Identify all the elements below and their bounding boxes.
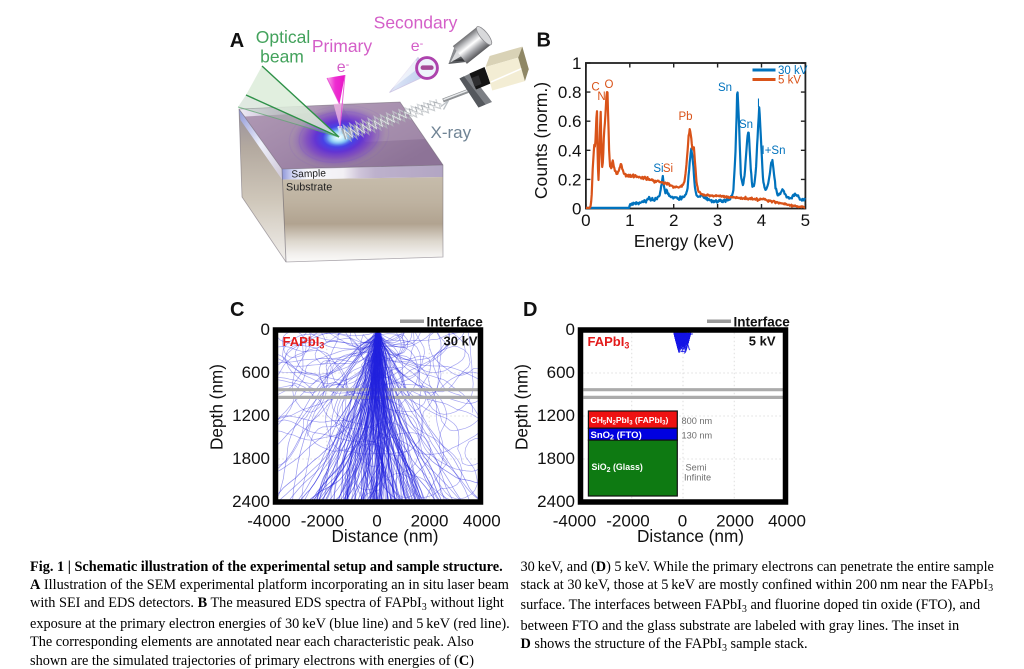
svg-text:N: N [597, 91, 605, 103]
svg-text:Interface: Interface [734, 315, 791, 330]
svg-text:Counts (norm.): Counts (norm.) [531, 82, 551, 199]
svg-text:2400: 2400 [537, 492, 575, 511]
svg-text:SnO2 (FTO): SnO2 (FTO) [591, 430, 642, 442]
svg-text:O: O [605, 79, 614, 91]
svg-text:1: 1 [625, 211, 634, 230]
svg-text:2000: 2000 [411, 512, 449, 531]
svg-text:-4000: -4000 [247, 512, 290, 531]
svg-text:beam: beam [260, 47, 304, 67]
svg-text:FAPbI3: FAPbI3 [283, 334, 325, 351]
svg-text:SiO2 (Glass): SiO2 (Glass) [592, 462, 643, 474]
svg-text:Depth (nm): Depth (nm) [207, 364, 227, 450]
svg-text:Sn: Sn [739, 119, 753, 131]
svg-text:0: 0 [572, 200, 581, 219]
svg-text:Optical: Optical [256, 27, 310, 47]
svg-text:I+Sn: I+Sn [762, 145, 786, 157]
svg-text:Energy (keV): Energy (keV) [634, 231, 734, 251]
svg-text:Substrate: Substrate [286, 182, 332, 194]
svg-text:600: 600 [242, 363, 270, 382]
svg-text:0.8: 0.8 [558, 83, 582, 102]
svg-text:1200: 1200 [537, 406, 575, 425]
svg-text:0.2: 0.2 [558, 170, 582, 189]
svg-text:0.6: 0.6 [558, 112, 582, 131]
svg-text:5 kV: 5 kV [778, 75, 801, 87]
svg-text:B: B [537, 30, 551, 52]
svg-text:0.4: 0.4 [558, 141, 582, 160]
svg-text:Depth (nm): Depth (nm) [512, 364, 532, 450]
svg-text:Si: Si [663, 163, 673, 175]
svg-text:C: C [591, 82, 599, 94]
svg-text:CH5N2PbI3 (FAPbI3): CH5N2PbI3 (FAPbI3) [591, 415, 669, 427]
svg-text:Pb: Pb [678, 111, 692, 123]
svg-text:0: 0 [566, 320, 575, 339]
svg-text:e-: e- [337, 59, 350, 76]
svg-text:4: 4 [757, 211, 766, 230]
svg-text:1: 1 [572, 54, 581, 73]
svg-text:0: 0 [372, 512, 381, 531]
svg-text:A: A [230, 30, 244, 52]
svg-text:600: 600 [547, 363, 575, 382]
svg-text:30 kV: 30 kV [444, 334, 478, 349]
svg-text:130 nm: 130 nm [682, 431, 713, 441]
svg-text:0: 0 [261, 320, 270, 339]
svg-text:Si: Si [653, 163, 663, 175]
svg-text:-2000: -2000 [606, 512, 649, 531]
svg-text:Primary: Primary [312, 36, 373, 56]
svg-text:2: 2 [669, 211, 678, 230]
svg-text:0: 0 [581, 211, 590, 230]
svg-text:Interface: Interface [427, 315, 484, 330]
svg-text:30 kV: 30 kV [778, 65, 808, 77]
svg-text:Sn: Sn [718, 82, 732, 94]
svg-text:4000: 4000 [463, 512, 501, 531]
svg-text:2400: 2400 [232, 492, 270, 511]
svg-text:0: 0 [678, 512, 687, 531]
svg-text:-4000: -4000 [553, 512, 596, 531]
svg-text:3: 3 [713, 211, 722, 230]
svg-text:D: D [523, 299, 537, 321]
svg-text:1200: 1200 [232, 406, 270, 425]
svg-text:Sample: Sample [291, 168, 326, 180]
svg-text:800 nm: 800 nm [682, 416, 713, 426]
svg-text:1800: 1800 [537, 449, 575, 468]
svg-text:Distance (nm): Distance (nm) [637, 526, 744, 546]
svg-text:Semi: Semi [686, 463, 707, 473]
svg-text:5 kV: 5 kV [749, 334, 776, 349]
svg-text:FAPbI3: FAPbI3 [588, 334, 630, 351]
svg-text:4000: 4000 [768, 512, 806, 531]
svg-text:X-ray: X-ray [431, 123, 472, 142]
svg-text:I: I [757, 98, 760, 110]
svg-text:e-: e- [411, 38, 424, 55]
svg-text:5: 5 [801, 211, 810, 230]
svg-text:Distance (nm): Distance (nm) [332, 526, 439, 546]
svg-text:Infinite: Infinite [684, 473, 711, 483]
svg-text:-2000: -2000 [301, 512, 344, 531]
svg-text:C: C [230, 299, 244, 321]
svg-text:Secondary: Secondary [374, 13, 458, 33]
svg-text:1800: 1800 [232, 449, 270, 468]
svg-text:2000: 2000 [716, 512, 754, 531]
